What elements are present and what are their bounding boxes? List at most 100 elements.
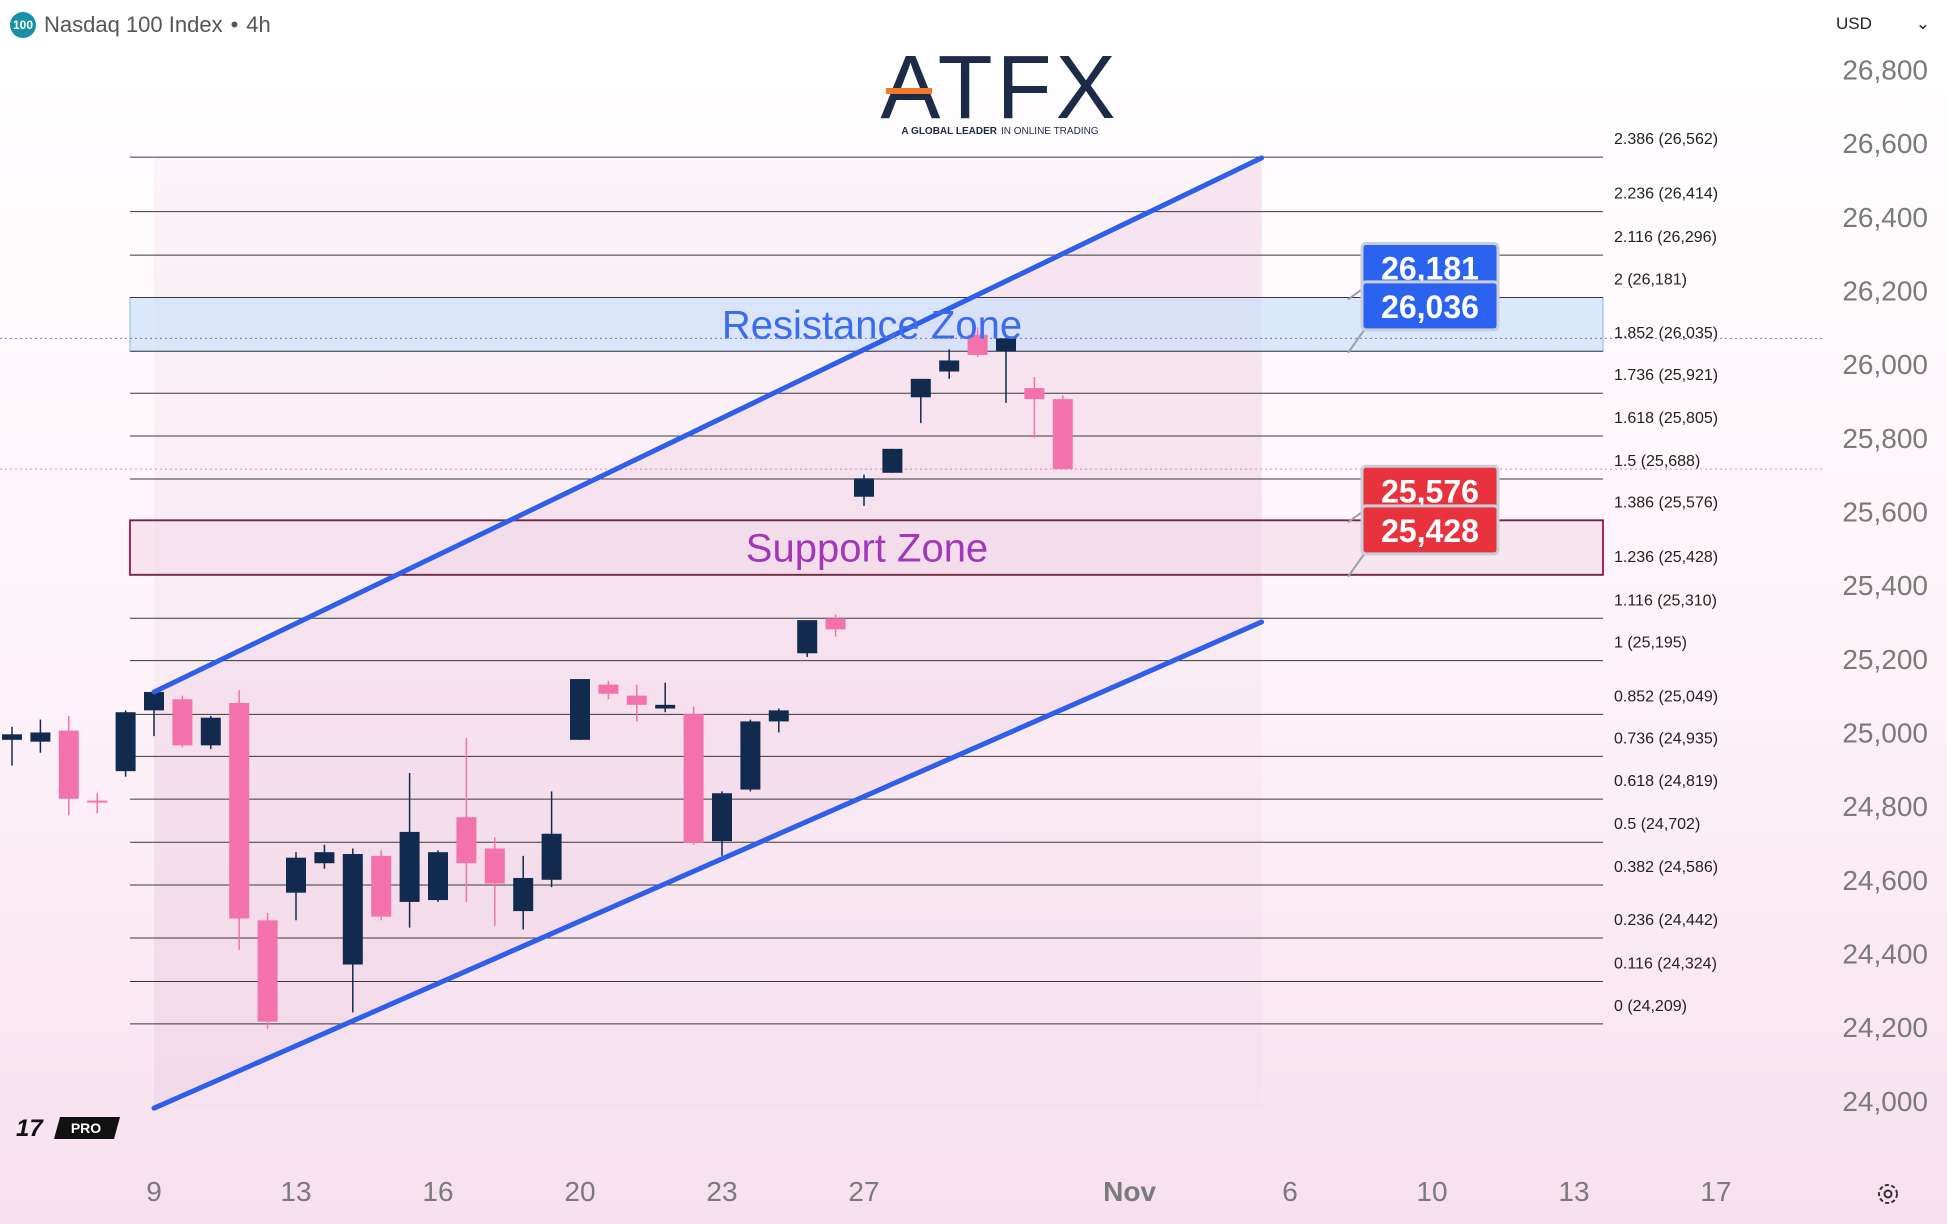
bull-candle xyxy=(2,734,22,740)
bear-candle xyxy=(598,684,619,694)
x-tick-label: 17 xyxy=(1700,1176,1731,1207)
bull-candle xyxy=(513,877,534,912)
bear-candle xyxy=(683,714,704,843)
fib-label: 0.116 (24,324) xyxy=(1614,955,1717,972)
support-zone-label: Support Zone xyxy=(746,527,988,571)
fib-label: 0.5 (24,702) xyxy=(1614,816,1700,833)
symbol-name[interactable]: Nasdaq 100 Index xyxy=(44,12,223,37)
chart-header: 100 Nasdaq 100 Index • 4h xyxy=(10,10,271,40)
x-tick-label: 9 xyxy=(146,1176,162,1207)
fib-label: 2 (26,181) xyxy=(1614,271,1687,288)
logo-tagline: A GLOBAL LEADER IN ONLINE TRADING xyxy=(901,126,1098,137)
fib-label: 1.618 (25,805) xyxy=(1614,410,1718,427)
bull-candle xyxy=(712,793,732,842)
header-separator: • xyxy=(230,12,239,37)
logo-tagline-rest: IN ONLINE TRADING xyxy=(1001,126,1099,137)
channel-upper-line xyxy=(151,155,1265,695)
bull-candle xyxy=(768,710,789,722)
bull-candle xyxy=(797,620,818,654)
x-tick-label: 13 xyxy=(280,1176,311,1207)
price-tag-value: 26,036 xyxy=(1381,289,1479,325)
bull-candle xyxy=(570,679,590,740)
bear-candle xyxy=(484,848,505,884)
bear-candle xyxy=(825,618,846,630)
bull-candle xyxy=(286,857,306,893)
bull-candle xyxy=(314,852,335,864)
y-tick-label: 24,800 xyxy=(1842,791,1928,822)
currency-label: USD xyxy=(1836,14,1872,33)
logo-tagline-bold: A GLOBAL LEADER xyxy=(901,126,997,137)
bear-candle xyxy=(229,703,250,919)
fib-label: 1.852 (26,035) xyxy=(1614,325,1718,342)
tv-mark: 17 xyxy=(16,1115,44,1142)
bull-candle xyxy=(115,712,136,772)
bull-candle xyxy=(996,338,1016,352)
bull-candle xyxy=(939,360,960,372)
y-tick-label: 24,600 xyxy=(1842,865,1928,896)
fib-label: 1.116 (25,310) xyxy=(1614,592,1717,609)
support-zone-box xyxy=(129,519,1604,576)
price-tag-box xyxy=(1360,280,1500,332)
y-tick-label: 25,200 xyxy=(1842,644,1928,675)
interval-label[interactable]: 4h xyxy=(246,12,271,37)
fib-label: 2.116 (26,296) xyxy=(1614,229,1717,246)
bull-candle xyxy=(655,704,676,709)
fib-label: 0.852 (25,049) xyxy=(1614,688,1718,705)
tv-label: PRO xyxy=(71,1120,101,1136)
y-tick-label: 25,800 xyxy=(1842,423,1928,454)
x-tick-label: 20 xyxy=(564,1176,595,1207)
y-tick-label: 25,000 xyxy=(1842,717,1928,748)
y-tick-label: 26,000 xyxy=(1842,349,1928,380)
x-tick-label: 13 xyxy=(1558,1176,1589,1207)
fib-label: 0.736 (24,935) xyxy=(1614,730,1718,747)
bear-candle xyxy=(87,800,108,803)
bull-candle xyxy=(740,721,761,790)
x-tick-label: 16 xyxy=(422,1176,453,1207)
fib-label: 1.736 (25,921) xyxy=(1614,367,1718,384)
fib-label: 0 (24,209) xyxy=(1614,998,1687,1015)
resistance-zone-label: Resistance Zone xyxy=(722,303,1022,347)
fib-label: 1.236 (25,428) xyxy=(1614,549,1718,566)
y-tick-label: 24,000 xyxy=(1842,1086,1928,1117)
y-tick-label: 26,600 xyxy=(1842,128,1928,159)
settings-gear-icon[interactable] xyxy=(1874,1180,1902,1208)
bull-candle xyxy=(144,691,164,711)
fib-label: 1.5 (25,688) xyxy=(1614,453,1700,470)
chevron-down-icon: ⌄ xyxy=(1915,14,1930,33)
price-tag-value: 25,428 xyxy=(1381,513,1479,549)
bear-candle xyxy=(967,334,988,355)
y-tick-label: 25,600 xyxy=(1842,496,1928,527)
x-tick-label: 10 xyxy=(1416,1176,1447,1207)
currency-selector[interactable]: USD ⌄ xyxy=(1828,6,1938,42)
channel-lower-line xyxy=(151,619,1265,1111)
bear-candle xyxy=(626,695,647,705)
fib-label: 0.618 (24,819) xyxy=(1614,773,1718,790)
bear-candle xyxy=(371,855,392,917)
index-badge: 100 xyxy=(10,12,36,38)
bear-candle xyxy=(1024,388,1045,400)
bear-candle xyxy=(1052,399,1073,470)
x-tick-label: 6 xyxy=(1282,1176,1298,1207)
fib-label: 2.386 (26,562) xyxy=(1614,131,1718,148)
bull-candle xyxy=(854,478,874,497)
tradingview-pro-badge: 17 PRO xyxy=(16,1115,120,1142)
fib-label: 0.236 (24,442) xyxy=(1614,912,1718,929)
y-tick-label: 26,400 xyxy=(1842,202,1928,233)
tv-label-bg xyxy=(54,1117,120,1139)
bear-candle xyxy=(58,730,79,799)
bull-candle xyxy=(342,854,363,965)
y-tick-label: 24,400 xyxy=(1842,938,1928,969)
y-tick-label: 26,800 xyxy=(1842,54,1928,85)
fib-label: 0.382 (24,586) xyxy=(1614,859,1718,876)
y-tick-label: 26,200 xyxy=(1842,275,1928,306)
fib-label: 1.386 (25,576) xyxy=(1614,494,1718,511)
logo-accent-bar xyxy=(886,88,932,94)
bull-candle xyxy=(399,831,420,902)
bull-candle xyxy=(910,378,931,398)
fib-label: 2.236 (26,414) xyxy=(1614,186,1718,203)
bull-candle xyxy=(30,732,51,742)
bull-candle xyxy=(541,833,562,880)
y-tick-label: 25,400 xyxy=(1842,570,1928,601)
bear-candle xyxy=(172,699,193,746)
